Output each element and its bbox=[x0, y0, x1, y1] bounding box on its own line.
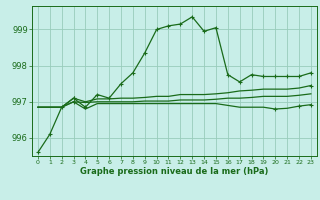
X-axis label: Graphe pression niveau de la mer (hPa): Graphe pression niveau de la mer (hPa) bbox=[80, 167, 268, 176]
